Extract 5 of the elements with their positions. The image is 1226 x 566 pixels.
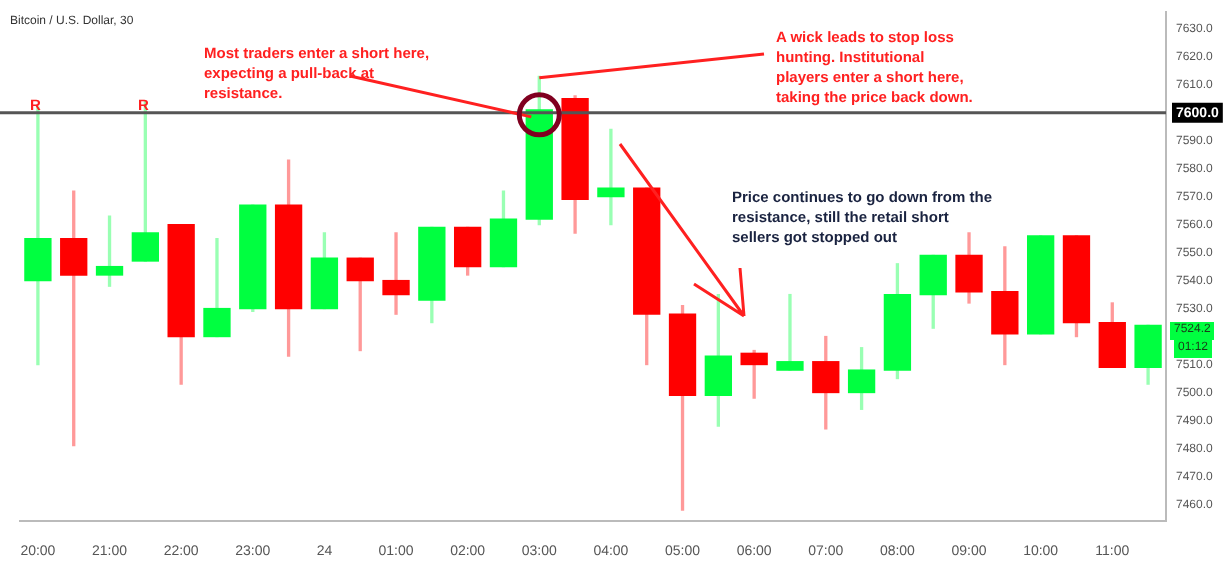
candlestick [740, 349, 768, 399]
candlestick [597, 128, 625, 226]
candlestick [382, 232, 410, 315]
candlestick [776, 293, 804, 371]
candlestick [24, 106, 52, 366]
